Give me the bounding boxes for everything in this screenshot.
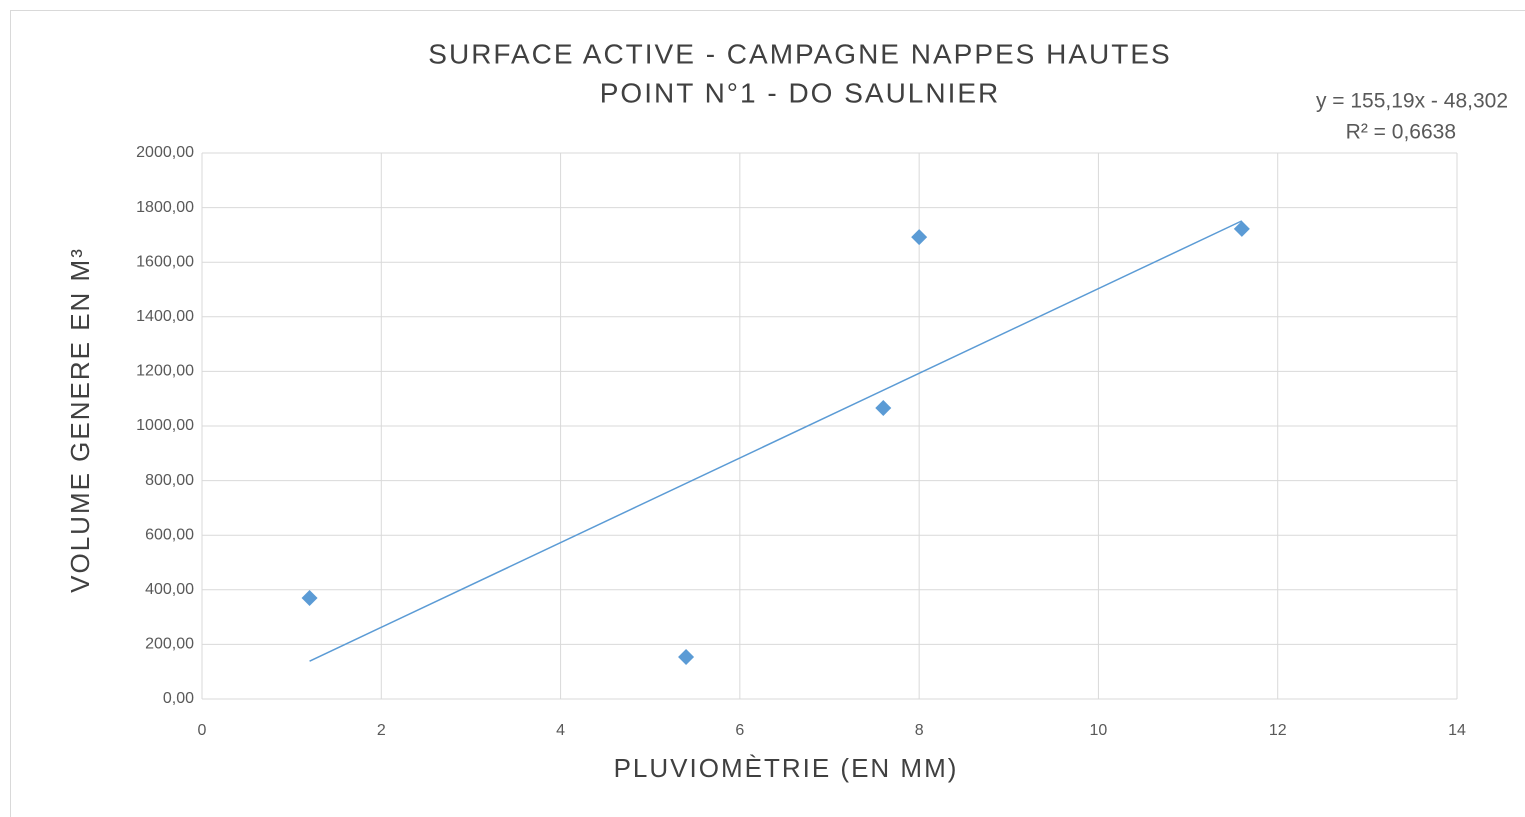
x-tick-label: 10 (1090, 722, 1108, 739)
x-tick-label: 4 (556, 722, 565, 739)
y-axis-title: VOLUME GENERE EN M³ (65, 247, 95, 593)
point (911, 229, 928, 246)
x-tick-label: 6 (735, 722, 744, 739)
y-tick-label: 400,00 (145, 581, 194, 598)
x-tick-label: 14 (1448, 722, 1466, 739)
x-tick-label: 0 (198, 722, 207, 739)
y-tick-label: 600,00 (145, 526, 194, 543)
trendline (309, 220, 1243, 662)
y-tick-label: 1000,00 (136, 417, 194, 434)
y-tick-label: 1200,00 (136, 363, 194, 380)
x-tick-label: 12 (1269, 722, 1287, 739)
y-tick-label: 2000,00 (136, 144, 194, 161)
x-axis-title: PLUVIOMÈTRIE (EN MM) (614, 753, 959, 783)
trend-r2: R² = 0,6638 (1346, 121, 1456, 144)
point (875, 399, 892, 416)
x-tick-label: 8 (915, 722, 924, 739)
x-tick-label: 2 (377, 722, 386, 739)
chart-subtitle: POINT N°1 - DO SAULNIER (600, 77, 1001, 108)
y-tick-label: 200,00 (145, 636, 194, 653)
chart-title: SURFACE ACTIVE - CAMPAGNE NAPPES HAUTES (428, 38, 1171, 69)
y-tick-label: 0,00 (163, 690, 194, 707)
y-tick-label: 1600,00 (136, 253, 194, 270)
y-tick-label: 800,00 (145, 472, 194, 489)
y-tick-label: 1400,00 (136, 308, 194, 325)
chart-border (10, 10, 1525, 817)
y-tick-label: 1800,00 (136, 199, 194, 216)
point (301, 589, 318, 606)
point (678, 648, 695, 665)
point (1233, 220, 1250, 237)
trend-equation: y = 155,19x - 48,302 (1316, 90, 1508, 113)
